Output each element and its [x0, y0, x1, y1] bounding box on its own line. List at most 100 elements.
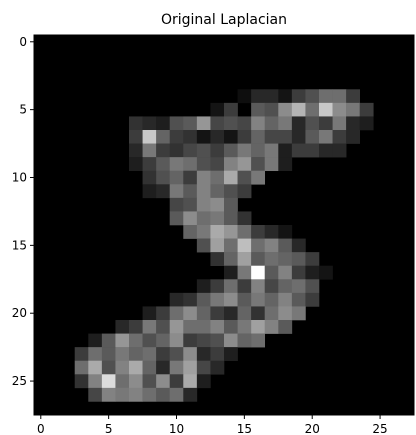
heatmap-cell	[224, 238, 238, 253]
heatmap-cell	[264, 157, 279, 172]
heatmap-cell	[278, 306, 293, 321]
heatmap-cell	[224, 130, 238, 144]
heatmap-cell	[251, 130, 266, 144]
heatmap-cell	[291, 252, 306, 267]
heatmap-cell	[251, 89, 266, 104]
heatmap-cell	[210, 333, 225, 348]
heatmap-cell	[237, 306, 252, 321]
heatmap-cell	[183, 347, 198, 362]
heatmap-cell	[156, 157, 171, 172]
heatmap-cell	[224, 333, 238, 348]
heatmap-cell	[210, 292, 225, 307]
heatmap-cell	[264, 306, 279, 321]
heatmap-cell	[169, 116, 184, 131]
y-tick-label: 25	[12, 374, 27, 388]
heatmap-cell	[359, 116, 374, 131]
heatmap-cell	[210, 320, 225, 334]
heatmap-cell	[305, 102, 320, 117]
heatmap-cell	[210, 279, 225, 294]
heatmap-cell	[305, 252, 320, 267]
heatmap-cell	[319, 102, 333, 117]
heatmap-cell	[264, 238, 279, 253]
heatmap-cell	[305, 265, 320, 280]
heatmap-cell	[251, 279, 266, 294]
heatmap-cell	[101, 374, 116, 389]
heatmap-image	[34, 35, 414, 415]
heatmap-cell	[291, 265, 306, 280]
heatmap-cell	[264, 89, 279, 104]
y-tick-label: 20	[12, 306, 27, 320]
heatmap-cell	[196, 116, 211, 131]
heatmap-cell	[346, 116, 361, 131]
heatmap-cell	[251, 116, 266, 131]
heatmap-cell	[88, 347, 103, 362]
heatmap-cell	[237, 211, 252, 226]
heatmap-cell	[129, 374, 143, 389]
heatmap-cell	[129, 387, 143, 402]
x-tick-label: 25	[372, 422, 387, 435]
heatmap-cell	[196, 347, 211, 362]
heatmap-cell	[210, 130, 225, 144]
heatmap-cell	[74, 374, 89, 389]
heatmap-cell	[115, 374, 130, 389]
heatmap-cell	[305, 116, 320, 131]
heatmap-cell	[196, 292, 211, 307]
heatmap-cell	[142, 184, 157, 199]
heatmap-cell	[237, 238, 252, 253]
heatmap-cell	[237, 157, 252, 172]
heatmap-cell	[101, 347, 116, 362]
heatmap-cell	[291, 279, 306, 294]
heatmap-cell	[224, 102, 238, 117]
heatmap-cell	[210, 102, 225, 117]
heatmap-cell	[183, 211, 198, 226]
heatmap-cell	[237, 320, 252, 334]
heatmap-cell	[251, 225, 266, 239]
heatmap-cell	[278, 89, 293, 104]
heatmap-cell	[156, 184, 171, 199]
heatmap-cell	[291, 143, 306, 158]
heatmap-cell	[264, 102, 279, 117]
heatmap-cell	[74, 360, 89, 375]
heatmap-cell	[224, 116, 238, 131]
heatmap-cell	[169, 306, 184, 321]
heatmap-cell	[224, 279, 238, 294]
heatmap-cell	[278, 157, 293, 172]
heatmap-cell	[210, 252, 225, 267]
heatmap-cell	[169, 143, 184, 158]
heatmap-cell	[115, 387, 130, 402]
heatmap-cell	[156, 170, 171, 185]
y-tick-label: 10	[12, 171, 27, 185]
x-tick-label: 5	[105, 422, 113, 435]
heatmap-cell	[169, 374, 184, 389]
heatmap-cell	[169, 170, 184, 185]
heatmap-cell	[129, 143, 143, 158]
heatmap-cell	[210, 143, 225, 158]
heatmap-cell	[291, 238, 306, 253]
heatmap-cell	[196, 333, 211, 348]
heatmap-cell	[332, 102, 347, 117]
heatmap-cell	[88, 387, 103, 402]
heatmap-cell	[264, 320, 279, 334]
heatmap-cell	[224, 292, 238, 307]
heatmap-cell	[237, 143, 252, 158]
heatmap-cell	[264, 225, 279, 239]
heatmap-cell	[156, 143, 171, 158]
heatmap-cell	[291, 292, 306, 307]
heatmap-cell	[251, 306, 266, 321]
heatmap-cell	[264, 279, 279, 294]
heatmap-cell	[142, 143, 157, 158]
heatmap-cell	[196, 360, 211, 375]
heatmap-cell	[183, 360, 198, 375]
heatmap-cell	[183, 320, 198, 334]
heatmap-cell	[156, 347, 171, 362]
heatmap-cell	[346, 89, 361, 104]
heatmap-cell	[305, 130, 320, 144]
heatmap-cell	[278, 320, 293, 334]
heatmap-cell	[251, 265, 266, 280]
heatmap-cell	[251, 333, 266, 348]
heatmap-cell	[319, 265, 333, 280]
heatmap-cell	[196, 306, 211, 321]
heatmap-cell	[183, 333, 198, 348]
heatmap-cell	[142, 130, 157, 144]
heatmap-cell	[224, 197, 238, 212]
